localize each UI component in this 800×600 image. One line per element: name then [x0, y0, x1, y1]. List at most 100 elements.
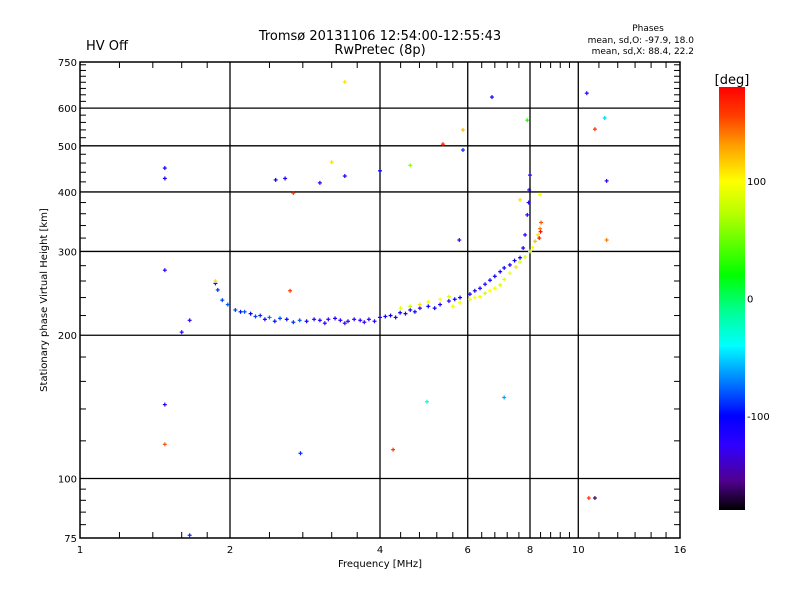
data-point	[291, 190, 296, 195]
data-point	[538, 229, 543, 234]
data-point	[592, 496, 597, 501]
data-point	[162, 268, 167, 273]
data-point	[187, 318, 192, 323]
data-point	[391, 447, 396, 452]
hv-status-label: HV Off	[86, 39, 129, 54]
data-point	[358, 318, 363, 323]
data-point	[461, 147, 466, 152]
data-point	[528, 173, 532, 178]
data-point	[162, 176, 167, 181]
data-point	[362, 320, 367, 325]
data-point	[298, 451, 303, 456]
data-point	[514, 265, 519, 270]
data-point	[338, 318, 343, 323]
data-point	[342, 321, 347, 326]
data-point	[398, 306, 403, 311]
data-point	[584, 91, 589, 96]
x-tick-label: 2	[227, 545, 233, 556]
data-point	[179, 330, 184, 335]
data-point	[312, 317, 317, 322]
data-point	[317, 180, 322, 185]
stats-o-mode: mean, sd,O: -97.9, 18.0	[588, 36, 695, 46]
data-point	[458, 295, 463, 300]
data-point	[498, 283, 503, 288]
data-point	[233, 307, 238, 312]
stats-x-mode: mean, sd,X: 88.4, 22.2	[592, 47, 694, 57]
data-point	[342, 174, 347, 179]
data-point	[440, 142, 445, 147]
y-tick-label: 100	[58, 475, 77, 486]
data-point	[452, 297, 457, 302]
data-point	[393, 315, 398, 320]
data-point	[432, 306, 437, 311]
data-point	[372, 319, 377, 324]
y-tick-label: 75	[64, 534, 77, 545]
data-point	[333, 316, 338, 321]
data-point	[457, 238, 462, 243]
data-point	[518, 260, 523, 265]
data-point	[512, 258, 517, 263]
data-point	[523, 232, 528, 237]
data-point	[483, 291, 488, 296]
data-point	[492, 286, 497, 291]
data-point	[424, 399, 429, 404]
data-point	[537, 236, 542, 241]
data-point	[342, 79, 347, 84]
x-tick-label: 16	[674, 545, 687, 556]
chart-title: Tromsø 20131106 12:54:00-12:55:43	[258, 29, 501, 44]
data-point	[521, 246, 526, 251]
data-point	[538, 192, 543, 197]
data-point	[398, 310, 403, 315]
data-point	[478, 294, 483, 299]
data-point	[604, 178, 609, 183]
data-point	[446, 299, 451, 304]
data-point	[472, 295, 477, 300]
data-point	[446, 294, 451, 299]
colorbar-tick-label: 100	[747, 177, 766, 188]
data-point	[502, 265, 507, 270]
data-point	[329, 160, 334, 165]
data-point	[273, 177, 278, 182]
data-point	[278, 316, 283, 321]
data-point	[527, 187, 532, 192]
data-point	[586, 496, 591, 501]
data-point	[604, 238, 609, 243]
y-axis-label: Stationary phase Virtual Height [km]	[39, 208, 50, 392]
data-point	[213, 279, 218, 284]
data-point	[489, 95, 494, 100]
y-tick-label: 500	[58, 142, 77, 153]
data-point	[502, 277, 507, 282]
colorbar-tick-label: 0	[747, 295, 753, 306]
data-point	[162, 166, 167, 171]
data-point	[450, 304, 455, 309]
data-point	[267, 315, 272, 320]
x-tick-label: 6	[465, 545, 471, 556]
chart-subtitle: RwPretec (8p)	[334, 43, 425, 58]
data-point	[438, 297, 443, 302]
data-point	[215, 287, 220, 292]
data-point	[220, 298, 225, 303]
data-point	[426, 304, 431, 309]
data-point	[408, 307, 413, 312]
plot-frame	[79, 61, 681, 539]
data-point	[523, 255, 528, 260]
data-point	[502, 395, 507, 400]
data-point	[162, 442, 167, 447]
data-point	[472, 288, 477, 293]
data-point	[438, 302, 443, 307]
data-point	[388, 313, 393, 318]
data-point	[288, 288, 293, 293]
y-tick-label: 200	[58, 331, 77, 342]
data-point	[488, 288, 493, 293]
data-point	[262, 317, 267, 322]
data-point	[366, 317, 371, 322]
data-point	[507, 271, 512, 276]
data-point	[225, 302, 230, 307]
data-point	[533, 239, 538, 244]
y-tick-labels: 75 100 200 300 400 500 600 750	[58, 58, 77, 545]
data-point	[345, 319, 350, 324]
stats-heading: Phases	[632, 24, 664, 34]
data-point	[378, 168, 382, 173]
data-point	[326, 317, 331, 322]
